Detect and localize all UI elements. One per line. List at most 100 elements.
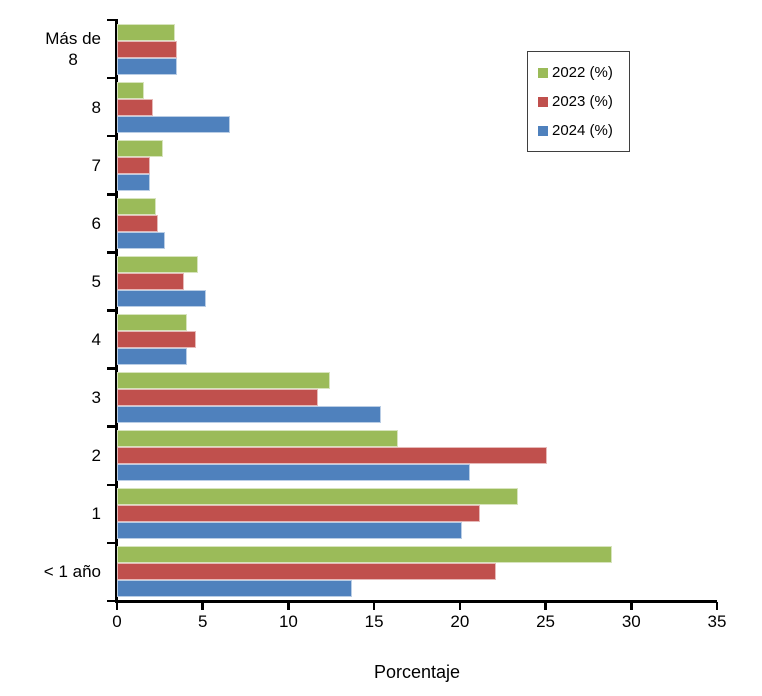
- x-axis-title: Porcentaje: [373, 662, 461, 682]
- x-tick-label: 35: [707, 612, 727, 631]
- bar: [117, 580, 352, 598]
- y-tick-mark: [107, 425, 115, 428]
- y-tick-mark: [107, 309, 115, 312]
- x-tick-mark: [115, 602, 119, 610]
- bar: [117, 173, 150, 191]
- y-tick-mark: [107, 251, 115, 254]
- legend: 2022 (%) 2023 (%) 2024 (%): [527, 51, 630, 152]
- y-axis-line: [115, 19, 118, 603]
- x-tick-mark: [630, 602, 633, 610]
- bar: [117, 289, 207, 307]
- bar-group: [117, 78, 717, 136]
- x-tick-mark: [715, 602, 719, 610]
- bar: [117, 464, 471, 482]
- bar-group: [117, 369, 717, 427]
- category-label-text: 5: [91, 271, 101, 291]
- x-tick-mark: [458, 602, 462, 610]
- category-label-text: 7: [91, 155, 101, 175]
- legend-item: 2022 (%): [538, 64, 629, 81]
- plot-area: [117, 20, 717, 601]
- bar-group: [117, 252, 717, 310]
- category-label-text: Más de 8: [45, 29, 101, 70]
- bar: [117, 81, 145, 99]
- bar: [117, 255, 198, 273]
- bar-group: [117, 543, 717, 601]
- category-label: 4: [0, 311, 101, 369]
- category-label: Más de 8: [0, 20, 101, 78]
- bar: [117, 214, 159, 232]
- bar: [117, 522, 462, 540]
- x-tick-mark: [287, 602, 290, 610]
- bar: [117, 505, 481, 523]
- bar: [117, 23, 176, 41]
- bar: [117, 156, 150, 174]
- y-tick-mark: [107, 76, 115, 80]
- category-label: 5: [0, 252, 101, 310]
- legend-item: 2024 (%): [538, 122, 629, 139]
- bar: [117, 406, 381, 424]
- category-label: 6: [0, 194, 101, 252]
- x-tick-label: 30: [621, 612, 641, 631]
- x-tick-label: 25: [536, 612, 556, 631]
- category-label: 3: [0, 369, 101, 427]
- y-tick-mark: [107, 134, 115, 138]
- bar: [117, 139, 164, 157]
- bar: [117, 430, 399, 448]
- bar: [117, 98, 153, 116]
- bar: [117, 488, 519, 506]
- legend-swatch-icon: [538, 125, 548, 136]
- legend-swatch-icon: [538, 67, 548, 78]
- bar: [117, 231, 165, 249]
- legend-swatch-icon: [538, 96, 548, 107]
- y-tick-mark: [107, 367, 115, 370]
- bar-group: [117, 194, 717, 252]
- y-tick-mark: [107, 483, 115, 487]
- x-tick-label: 0: [112, 612, 122, 631]
- category-label-text: 6: [91, 213, 101, 233]
- bar: [117, 372, 330, 390]
- category-label-text: 1: [91, 504, 101, 524]
- bar: [117, 331, 196, 349]
- legend-label: 2024 (%): [552, 122, 613, 139]
- x-tick-label: 20: [450, 612, 470, 631]
- bar-group: [117, 20, 717, 78]
- y-tick-mark: [107, 18, 115, 22]
- x-tick-mark: [201, 602, 204, 610]
- bar: [117, 314, 188, 332]
- x-tick-mark: [372, 602, 376, 610]
- x-tick-label: 15: [364, 612, 384, 631]
- category-label-text: 2: [91, 446, 101, 466]
- bar: [117, 389, 318, 407]
- x-tick-label: 5: [197, 612, 208, 631]
- legend-item: 2023 (%): [538, 93, 629, 110]
- category-label-text: 3: [91, 388, 101, 408]
- legend-label: 2023 (%): [552, 93, 613, 110]
- x-axis-line: [115, 600, 717, 603]
- y-tick-mark: [107, 599, 115, 603]
- y-tick-mark: [107, 541, 115, 545]
- y-tick-mark: [107, 193, 115, 196]
- category-label-text: 4: [91, 330, 101, 350]
- bar: [117, 348, 188, 366]
- x-tick-mark: [544, 602, 547, 610]
- bar: [117, 272, 184, 290]
- category-label: 7: [0, 136, 101, 194]
- bar: [117, 447, 548, 465]
- bar: [117, 546, 613, 564]
- category-label-text: < 1 año: [43, 562, 101, 582]
- bar: [117, 57, 177, 75]
- bar: [117, 40, 177, 58]
- bar: [117, 115, 231, 133]
- x-tick-label: 10: [278, 612, 298, 631]
- legend-label: 2022 (%): [552, 64, 613, 81]
- category-label: < 1 año: [0, 543, 101, 601]
- bar-group: [117, 136, 717, 194]
- category-label: 8: [0, 78, 101, 136]
- category-label-text: 8: [91, 97, 101, 117]
- bar-group: [117, 427, 717, 485]
- bar: [117, 197, 157, 215]
- category-label: 2: [0, 427, 101, 485]
- bar-group: [117, 485, 717, 543]
- bar: [117, 563, 496, 581]
